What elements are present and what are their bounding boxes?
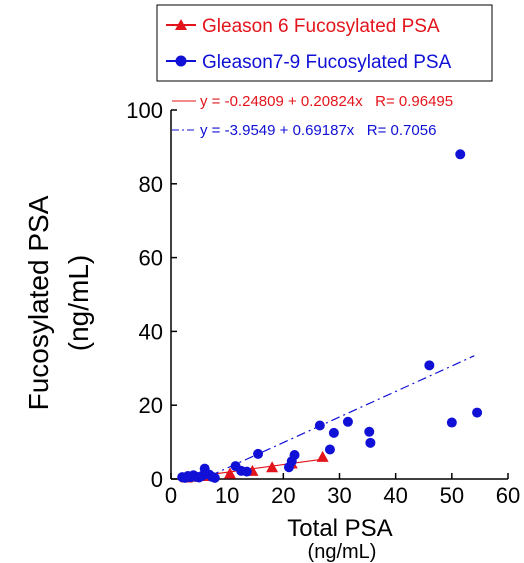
legend: Gleason 6 Fucosylated PSA Gleason7-9 Fuc… <box>156 4 493 82</box>
x-tick-label: 0 <box>165 483 177 508</box>
legend-box <box>156 4 493 82</box>
fit-lines <box>182 355 475 479</box>
data-point-gleason7-9 <box>209 472 220 483</box>
data-point-gleason7-9 <box>424 360 435 371</box>
data-markers <box>177 149 483 483</box>
y-axis-title: Fucosylated PSA <box>23 195 54 410</box>
data-point-gleason7-9 <box>324 444 335 455</box>
x-axis-title: Total PSA <box>287 515 392 542</box>
x-tick-label: 10 <box>215 483 239 508</box>
y-tick-label: 80 <box>139 172 163 197</box>
x-tick-label: 50 <box>440 483 464 508</box>
y-axis-unit: (ng/mL) <box>63 255 94 351</box>
data-point-gleason7-9 <box>289 450 300 461</box>
x-ticks: 0 10 20 30 40 50 60 <box>165 473 520 508</box>
data-point-gleason7-9 <box>446 417 457 428</box>
data-point-gleason7-9 <box>314 420 325 431</box>
x-tick-label: 30 <box>327 483 351 508</box>
data-point-gleason7-9 <box>253 448 264 459</box>
data-point-gleason6 <box>266 461 279 473</box>
data-point-gleason7-9 <box>472 407 483 418</box>
data-point-gleason7-9 <box>241 466 252 477</box>
x-tick-label: 40 <box>383 483 407 508</box>
y-tick-label: 100 <box>126 98 163 123</box>
axes: 0 10 20 30 40 50 60 0 20 40 60 80 100 <box>126 98 520 508</box>
data-point-gleason7-9 <box>365 437 376 448</box>
data-point-gleason7-9 <box>328 427 339 438</box>
legend-label-series-1: Gleason 6 Fucosylated PSA <box>202 16 440 37</box>
data-point-gleason7-9 <box>364 426 375 437</box>
legend-marker-circle <box>175 55 187 67</box>
y-tick-label: 0 <box>151 467 163 492</box>
fit-equation-series-2: y = -3.9549 + 0.69187x R= 0.7056 <box>200 122 436 139</box>
data-point-gleason6 <box>223 467 236 479</box>
x-axis-unit: (ng/mL) <box>308 541 377 563</box>
y-tick-label: 20 <box>139 393 163 418</box>
fit-equation-series-1: y = -0.24809 + 0.20824x R= 0.96495 <box>200 93 453 110</box>
y-ticks: 0 20 40 60 80 100 <box>126 98 177 492</box>
data-point-gleason6 <box>316 450 329 462</box>
y-tick-label: 60 <box>139 246 163 271</box>
fit-annotations: y = -0.24809 + 0.20824x R= 0.96495 y = -… <box>172 93 453 139</box>
data-point-gleason7-9 <box>342 416 353 427</box>
legend-marker-triangle <box>175 19 187 30</box>
x-tick-label: 60 <box>496 483 520 508</box>
fit-line-series-2 <box>210 355 475 477</box>
legend-label-series-2: Gleason7-9 Fucosylated PSA <box>202 52 452 73</box>
data-point-gleason7-9 <box>455 149 466 160</box>
y-tick-label: 40 <box>139 319 163 344</box>
x-tick-label: 20 <box>271 483 295 508</box>
